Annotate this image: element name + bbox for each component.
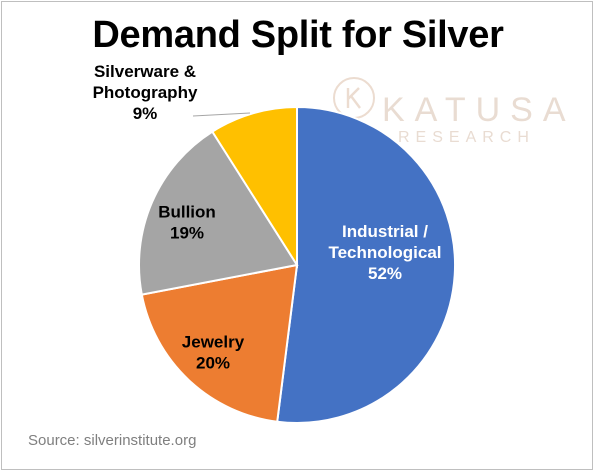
slice-label-0: Industrial / Technological 52% [328,222,441,283]
slice-percent-label: 20% [196,354,230,373]
slice-name-label: Photography [93,83,198,102]
slice-name-label: Technological [328,243,441,262]
slice-percent-label: 19% [170,224,204,243]
slice-label-2: Bullion 19% [158,203,216,243]
slice-label-1: Jewelry 20% [182,333,245,373]
slice-name-label: Jewelry [182,333,245,352]
slice-percent-label: 9% [133,104,158,123]
pie-slice-0 [276,105,457,424]
pie-slice-2 [138,130,299,296]
chart-title: Demand Split for Silver [92,14,504,56]
slice-name-label: Industrial / [342,222,428,241]
slice-percent-label: 52% [368,264,402,283]
slice-name-label: Silverware & [94,62,196,81]
pie-slice-3 [210,105,298,269]
label-leader-line [192,112,251,117]
slice-name-label: Bullion [158,203,216,222]
pie-slice-1 [140,263,299,423]
slice-label-3: Silverware & Photography 9% [93,62,198,123]
watermark-name: KATUSA [382,91,576,129]
watermark-subtitle: RESEARCH [398,129,535,146]
source-note: Source: silverinstitute.org [28,432,197,449]
